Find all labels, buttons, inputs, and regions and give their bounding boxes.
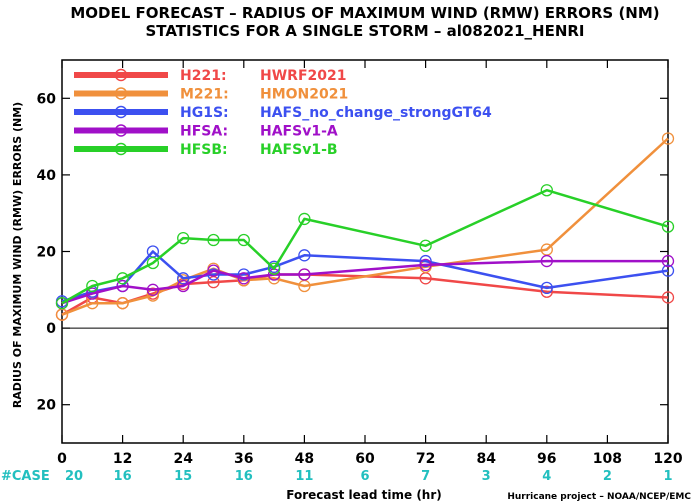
x-tick-label: 84 — [476, 451, 496, 467]
legend-marker — [114, 68, 128, 82]
data-point — [419, 258, 432, 272]
case-count: 2 — [603, 469, 612, 484]
y-tick-label: 20 — [37, 245, 57, 261]
data-point — [540, 254, 553, 268]
case-count: 16 — [114, 469, 132, 484]
data-point — [177, 272, 190, 285]
x-tick-label: 48 — [295, 451, 314, 467]
case-count: 20 — [65, 469, 83, 484]
y-tick-label: 60 — [37, 91, 57, 107]
series-layer — [55, 132, 675, 321]
data-point — [177, 231, 190, 245]
data-point — [661, 264, 675, 277]
legend-name: HWRF2021 — [260, 68, 346, 84]
case-count: 1 — [663, 469, 672, 484]
y-tick-label: 0 — [46, 321, 56, 337]
legend-marker — [114, 142, 128, 156]
data-point — [540, 184, 553, 197]
case-count: 16 — [235, 469, 253, 484]
data-point — [419, 254, 432, 268]
chart-subtitle: STATISTICS FOR A SINGLE STORM – al082021… — [145, 22, 584, 40]
legend-name: HAFSv1-B — [260, 142, 338, 158]
case-count: 3 — [482, 469, 491, 484]
plot-axes: 0 12 24 36 48 60 72 84 96 108 120 20 0 20 40 60 — [37, 59, 683, 467]
data-point — [177, 279, 190, 293]
data-point — [419, 239, 432, 252]
data-point — [298, 268, 311, 281]
legend-marker — [114, 105, 128, 119]
data-point — [298, 249, 311, 262]
legend-name: HAFS_no_change_strongGT64 — [260, 105, 492, 121]
data-point — [267, 262, 281, 275]
data-point — [237, 272, 250, 285]
data-point — [207, 233, 220, 247]
series-line-hfsa — [61, 259, 668, 305]
data-point — [207, 264, 220, 277]
data-point — [237, 268, 250, 281]
legend-marker — [114, 87, 128, 100]
case-label: #CASE — [1, 469, 50, 484]
x-tick-label: 108 — [593, 451, 622, 467]
x-tick-label: 96 — [537, 451, 556, 467]
data-point — [540, 285, 553, 298]
x-tick-label: 0 — [57, 451, 67, 467]
legend-name: HMON2021 — [260, 87, 348, 103]
legend-code: H221: — [180, 68, 227, 84]
data-point — [298, 212, 311, 226]
data-point — [661, 132, 675, 145]
legend-entry-hfsb: HFSB: HAFSv1-B — [74, 142, 338, 158]
legend-entry-h221: H221: HWRF2021 — [74, 68, 346, 84]
chart-title: MODEL FORECAST – RADIUS OF MAXIMUM WIND … — [70, 4, 659, 22]
legend-name: HAFSv1-A — [260, 124, 338, 140]
legend: H221: HWRF2021 M221: HMON2021 HG1S: HAFS_no_c… — [74, 68, 492, 158]
legend-entry-m221: M221: HMON2021 — [74, 87, 348, 103]
x-tick-label: 24 — [173, 451, 193, 467]
y-tick-label: 40 — [37, 168, 57, 184]
x-tick-label: 120 — [653, 451, 682, 467]
data-point — [661, 291, 675, 304]
legend-code: HFSA: — [180, 124, 228, 140]
legend-entry-hfsa: HFSA: HAFSv1-A — [74, 124, 338, 140]
case-counts: 20 16 15 16 11 6 7 3 4 2 1 — [65, 469, 673, 484]
case-count: 7 — [421, 469, 430, 484]
y-tick-label: 20 — [37, 398, 57, 414]
legend-code: M221: — [180, 87, 229, 103]
case-count: 15 — [174, 469, 192, 484]
data-point — [116, 297, 129, 310]
series-hfsb — [55, 184, 675, 310]
data-point — [86, 279, 99, 293]
credit-text: Hurricane project – NOAA/NCEP/EMC — [507, 492, 691, 502]
x-tick-label: 72 — [416, 451, 435, 467]
data-point — [661, 254, 675, 268]
data-point — [661, 220, 675, 233]
x-tick-label: 36 — [234, 451, 253, 467]
legend-code: HG1S: — [180, 105, 229, 121]
data-point — [540, 281, 553, 295]
legend-marker — [114, 124, 128, 137]
data-point — [116, 279, 129, 293]
series-line-hfsb — [61, 188, 669, 305]
data-point — [116, 272, 129, 285]
case-count: 11 — [295, 469, 313, 484]
x-tick-label: 60 — [355, 451, 375, 467]
data-point — [55, 297, 69, 310]
x-tick-label: 12 — [113, 451, 132, 467]
data-point — [146, 256, 160, 270]
data-point — [237, 233, 250, 247]
case-count: 4 — [542, 469, 551, 484]
legend-code: HFSB: — [180, 142, 228, 158]
x-axis-label: Forecast lead time (hr) — [286, 488, 442, 502]
legend-entry-hg1s: HG1S: HAFS_no_change_strongGT64 — [74, 105, 492, 121]
data-point — [86, 287, 99, 300]
data-point — [146, 283, 160, 296]
case-count: 6 — [360, 469, 369, 484]
y-axis-label: RADIUS OF MAXIMUM WIND (RMW) ERRORS (NM) — [11, 102, 24, 408]
